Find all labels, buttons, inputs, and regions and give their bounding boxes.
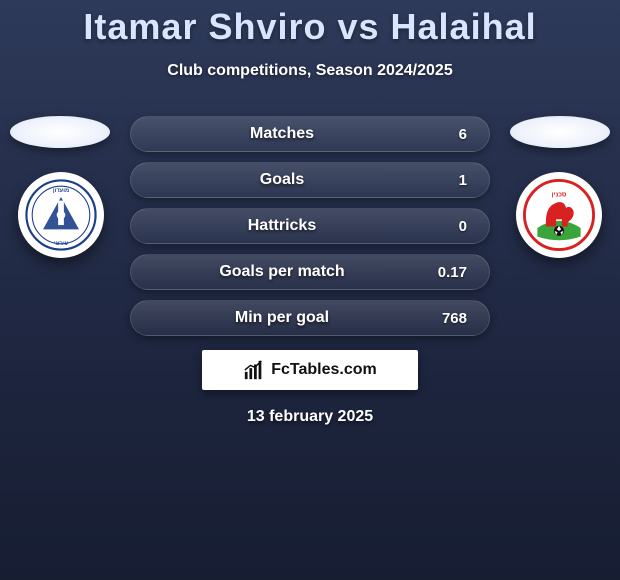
stat-value: 0 [411,218,467,235]
stat-row: Min per goal 768 [130,300,490,336]
team-crest-left: מועדון עירוני [18,172,104,258]
stat-row: Goals 1 [130,162,490,198]
stat-label: Hattricks [153,217,411,235]
stats-list: Matches 6 Goals 1 Hattricks 0 Goals per … [130,110,490,336]
date-label: 13 february 2025 [0,408,620,426]
team-crest-right: סכנין [516,172,602,258]
brand-badge: FcTables.com [202,350,418,390]
bar-chart-icon [243,359,265,381]
stat-value: 1 [411,172,467,189]
stat-value: 6 [411,126,467,143]
page-title: Itamar Shviro vs Halaihal [0,0,620,48]
crest-right-icon: סכנין [523,179,595,251]
svg-text:סכנין: סכנין [552,191,567,198]
platform-right [510,116,610,148]
svg-text:עירוני: עירוני [54,241,69,247]
platform-left [10,116,110,148]
stat-value: 768 [411,310,467,327]
svg-text:מועדון: מועדון [53,188,69,194]
stat-row: Matches 6 [130,116,490,152]
stat-row: Hattricks 0 [130,208,490,244]
stat-row: Goals per match 0.17 [130,254,490,290]
page-subtitle: Club competitions, Season 2024/2025 [0,62,620,80]
stat-label: Min per goal [153,309,411,327]
stat-value: 0.17 [411,264,467,281]
stat-label: Goals per match [153,263,411,281]
stat-label: Matches [153,125,411,143]
comparison-stage: מועדון עירוני סכנין Matches 6 Goals 1 Ha… [0,110,620,426]
stat-label: Goals [153,171,411,189]
crest-left-icon: מועדון עירוני [25,179,97,251]
brand-text: FcTables.com [271,361,377,379]
